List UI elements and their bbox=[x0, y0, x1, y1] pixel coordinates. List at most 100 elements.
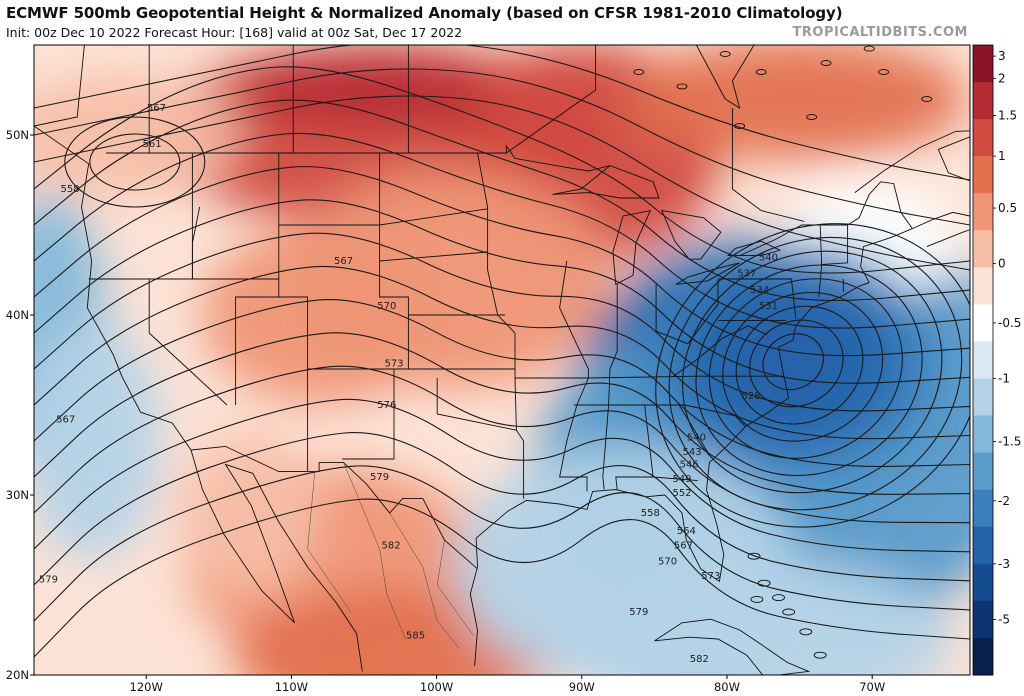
colorbar-segment bbox=[973, 156, 993, 194]
contour-label: 543 bbox=[683, 447, 702, 458]
contour-label: 582 bbox=[382, 540, 401, 551]
colorbar-segment bbox=[973, 563, 993, 602]
state-line bbox=[602, 284, 618, 490]
state-line bbox=[655, 279, 719, 345]
lon-tick-label: 100W bbox=[420, 680, 453, 694]
state-line bbox=[191, 206, 201, 279]
height-contour-line bbox=[34, 166, 970, 357]
contour-label: 534 bbox=[750, 285, 769, 296]
lake-huron bbox=[661, 210, 722, 260]
contour-label: 540 bbox=[687, 432, 706, 443]
anomaly-blob-rockies-warm bbox=[202, 225, 442, 405]
colorbar-label: -5 bbox=[998, 612, 1010, 626]
colorbar: 3 2 1.5 1 0.5 0 -0.5 -1 -1.5 -2 -3 -5 bbox=[972, 44, 1021, 676]
trough-contour-ring bbox=[708, 278, 903, 459]
colorbar-label: -1 bbox=[998, 372, 1010, 386]
bahamas-island bbox=[772, 594, 785, 602]
colorbar-segment bbox=[973, 637, 993, 676]
colorbar-segment bbox=[973, 267, 993, 305]
contour-label: 582 bbox=[690, 654, 709, 665]
lake-outline bbox=[820, 60, 832, 66]
colorbar-label: -0.5 bbox=[998, 316, 1021, 330]
trough-contour-ring bbox=[695, 264, 923, 477]
anomaly-blob-hudson-warm bbox=[627, 45, 968, 159]
map-frame bbox=[33, 44, 971, 676]
bahamas-island bbox=[799, 628, 813, 636]
pacific-low-contour bbox=[89, 133, 181, 191]
trough-contour-ring bbox=[749, 319, 844, 408]
contour-label: 561 bbox=[143, 139, 162, 150]
colorbar-segment bbox=[973, 378, 993, 417]
lat-tick-label: 50N bbox=[6, 128, 29, 142]
colorbar-label: 0 bbox=[998, 257, 1006, 271]
colorbar-label: 1 bbox=[998, 149, 1006, 163]
ridge-core-0 bbox=[235, 50, 496, 130]
pacific-low-contour bbox=[64, 116, 206, 208]
colorbar-segment bbox=[973, 193, 993, 231]
height-contour-line bbox=[34, 365, 970, 524]
height-contour-line bbox=[34, 498, 970, 658]
maritimes-coast bbox=[926, 136, 970, 248]
bahamas-island bbox=[782, 608, 796, 616]
lake-outline bbox=[806, 114, 818, 120]
state-line bbox=[342, 369, 395, 460]
state-line bbox=[819, 224, 823, 267]
cuba bbox=[654, 618, 811, 675]
lake-outline bbox=[921, 96, 933, 102]
colorbar-segment bbox=[973, 600, 993, 639]
colorbar-label: 1.5 bbox=[998, 108, 1017, 122]
colorbar-segment bbox=[973, 526, 993, 565]
lake-outline bbox=[676, 83, 688, 90]
bahamas-island bbox=[813, 651, 827, 659]
contour-label: 552 bbox=[672, 488, 691, 499]
mexico-state-line bbox=[307, 471, 352, 613]
contour-label: 558 bbox=[641, 508, 660, 519]
colorbar-segment bbox=[973, 119, 993, 157]
lon-tick-label: 70W bbox=[859, 680, 885, 694]
contour-label: 537 bbox=[737, 269, 756, 280]
height-contour-line bbox=[34, 132, 970, 329]
lon-tick-label: 90W bbox=[569, 680, 595, 694]
colorbar-label: 3 bbox=[998, 49, 1006, 63]
contour-label: 528 bbox=[742, 391, 761, 402]
mexico-state-line bbox=[343, 462, 406, 640]
lake-michigan bbox=[612, 209, 652, 286]
lake-outline bbox=[878, 69, 890, 75]
anomaly-blob-baja-warm bbox=[180, 433, 320, 593]
map-plot-area: 5675615585675705735765795825855795675405… bbox=[34, 45, 970, 675]
state-line bbox=[278, 296, 309, 472]
canada-contour-line bbox=[34, 68, 970, 226]
state-line bbox=[818, 225, 849, 298]
contour-labels: 5675615585675705735765795825855795675405… bbox=[39, 103, 778, 665]
lake-outline bbox=[863, 45, 875, 52]
chart-title: ECMWF 500mb Geopotential Height & Normal… bbox=[6, 4, 843, 22]
state-line bbox=[477, 152, 489, 208]
state-line bbox=[436, 378, 517, 431]
height-contour-line bbox=[34, 332, 970, 495]
height-contour-line bbox=[34, 465, 970, 622]
trough-contour-ring bbox=[735, 305, 864, 425]
contour-label: 531 bbox=[759, 301, 778, 312]
contour-label: 567 bbox=[147, 103, 166, 114]
lake-outline bbox=[755, 69, 767, 75]
colorbar-label: -3 bbox=[998, 557, 1010, 571]
contour-label: 576 bbox=[377, 400, 396, 411]
anomaly-blob-caribbean-cool bbox=[554, 559, 954, 675]
colorbar-segment bbox=[973, 489, 993, 528]
state-line bbox=[653, 476, 698, 482]
colorbar-segment bbox=[973, 82, 993, 120]
chart-subtitle: Init: 00z Dec 10 2022 Forecast Hour: [16… bbox=[6, 25, 463, 40]
state-line bbox=[379, 208, 488, 226]
lon-tick-label: 120W bbox=[130, 680, 163, 694]
colorbar-segment bbox=[973, 341, 993, 380]
us-mexico-border bbox=[190, 445, 478, 570]
lake-outline bbox=[719, 51, 731, 57]
height-contour-line bbox=[34, 232, 970, 412]
height-contour-line bbox=[34, 432, 970, 586]
colorbar-label: 0.5 bbox=[998, 201, 1017, 215]
colorbar-frame bbox=[972, 44, 994, 676]
anomaly-blob-pacific-nw-warm bbox=[34, 75, 241, 195]
st-lawrence-coast bbox=[854, 130, 970, 193]
contour-label: 570 bbox=[658, 557, 677, 568]
